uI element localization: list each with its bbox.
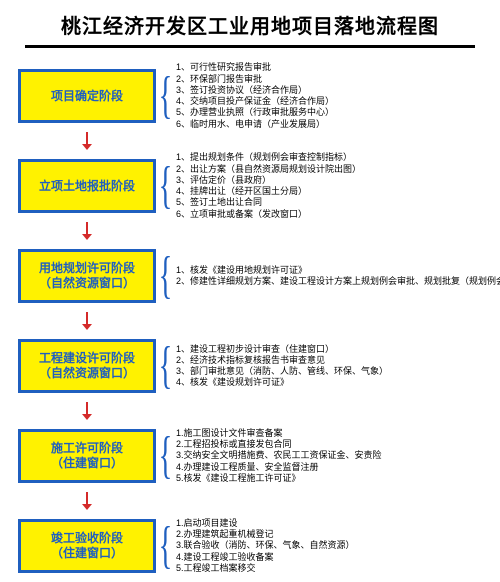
stage-item: 5、签订土地出让合同 (176, 197, 482, 208)
stage-box: 立项土地报批阶段 (18, 159, 156, 213)
stage-label: 项目确定阶段 (51, 89, 123, 104)
stage-box: 竣工验收阶段（住建窗口） (18, 519, 156, 573)
stage-item: 2、经济技术指标复核报告书审查意见 (176, 355, 482, 366)
stage-item: 2.工程招投标或直接发包合同 (176, 439, 482, 450)
brace: { (156, 330, 174, 402)
stage-box: 工程建设许可阶段（自然资源窗口） (18, 339, 156, 393)
stage-items: 1、提出规划条件（规划例会审查控制指标）2、出让方案（县自然资源局规划设计院出图… (174, 152, 482, 220)
brace: { (156, 510, 174, 582)
brace: { (156, 240, 174, 312)
stage-row: 工程建设许可阶段（自然资源窗口）{1、建设工程初步设计审查（住建窗口）2、经济技… (18, 330, 482, 402)
stage-items: 1.施工图设计文件审查备案2.工程招投标或直接发包合同3.交纳安全文明措施费、农… (174, 428, 482, 484)
stage-item: 3、签订投资协议（经济合作局） (176, 85, 482, 96)
stage-item: 4.建设工程竣工验收备案 (176, 552, 482, 563)
flow-arrow (18, 312, 156, 330)
stage-item: 6、立项审批或备案（发改窗口） (176, 209, 482, 220)
stage-item: 4、核发《建设规划许可证》 (176, 377, 482, 388)
stage-item: 1.启动项目建设 (176, 518, 482, 529)
stage-items: 1、可行性研究报告审批2、环保部门报告审批3、签订投资协议（经济合作局）4、交纳… (174, 62, 482, 130)
stage-row: 用地规划许可阶段（自然资源窗口）{1、核发《建设用地规划许可证》2、修建性详细规… (18, 240, 482, 312)
stage-item: 5.工程竣工档案移交 (176, 563, 482, 574)
stage-row: 竣工验收阶段（住建窗口）{1.启动项目建设2.办理建筑起重机械登记3.联合验收（… (18, 510, 482, 582)
stage-item: 2.办理建筑起重机械登记 (176, 529, 482, 540)
brace: { (156, 150, 174, 222)
stage-items: 1.启动项目建设2.办理建筑起重机械登记3.联合验收（消防、环保、气象、自然资源… (174, 518, 482, 574)
stage-item: 4、交纳项目投产保证金（经济合作局） (176, 96, 482, 107)
stage-box: 用地规划许可阶段（自然资源窗口） (18, 249, 156, 303)
flow-arrow (18, 222, 156, 240)
stage-item: 2、环保部门报告审批 (176, 74, 482, 85)
stage-label: （住建窗口） (51, 546, 123, 561)
stage-label: 施工许可阶段 (51, 441, 123, 456)
stage-box: 施工许可阶段（住建窗口） (18, 429, 156, 483)
stage-item: 4、挂牌出让（经开区国土分局） (176, 186, 482, 197)
flow-arrow (18, 492, 156, 510)
stage-item: 1、建设工程初步设计审查（住建窗口） (176, 344, 482, 355)
stage-item: 1、提出规划条件（规划例会审查控制指标） (176, 152, 482, 163)
stage-label: 竣工验收阶段 (51, 531, 123, 546)
brace: { (156, 420, 174, 492)
stage-item: 4.办理建设工程质量、安全监督注册 (176, 462, 482, 473)
stage-item: 5、办理营业执照（行政审批服务中心） (176, 107, 482, 118)
flowchart: 项目确定阶段 {1、可行性研究报告审批2、环保部门报告审批3、签订投资协议（经济合… (0, 60, 500, 582)
stage-item: 6、临时用水、电申请（产业发展局） (176, 119, 482, 130)
stage-item: 3.交纳安全文明措施费、农民工工资保证金、安责险 (176, 450, 482, 461)
stage-items: 1、建设工程初步设计审查（住建窗口）2、经济技术指标复核报告书审查意见3、部门审… (174, 344, 482, 389)
stage-label: 工程建设许可阶段 (39, 351, 135, 366)
stage-item: 1、可行性研究报告审批 (176, 62, 482, 73)
stage-label: 立项土地报批阶段 (39, 179, 135, 194)
stage-item: 3、部门审批意见（消防、人防、管线、环保、气象） (176, 366, 482, 377)
stage-label: 用地规划许可阶段 (39, 261, 135, 276)
stage-label: （自然资源窗口） (39, 276, 135, 291)
flow-arrow (18, 132, 156, 150)
stage-item: 3.联合验收（消防、环保、气象、自然资源） (176, 540, 482, 551)
brace: { (156, 60, 174, 132)
stage-row: 立项土地报批阶段 {1、提出规划条件（规划例会审查控制指标）2、出让方案（县自然资… (18, 150, 482, 222)
stage-item: 1.施工图设计文件审查备案 (176, 428, 482, 439)
page-title: 桃江经济开发区工业用地项目落地流程图 (0, 0, 500, 43)
stage-items: 1、核发《建设用地规划许可证》2、修建性详细规划方案、建设工程设计方案上规划例会… (174, 265, 500, 288)
stage-box: 项目确定阶段 (18, 69, 156, 123)
stage-item: 5.核发《建设工程施工许可证》 (176, 473, 482, 484)
stage-item: 1、核发《建设用地规划许可证》 (176, 265, 500, 276)
flow-arrow (18, 402, 156, 420)
stage-item: 3、评估定价（县政府） (176, 175, 482, 186)
stage-label: （住建窗口） (51, 456, 123, 471)
stage-item: 2、修建性详细规划方案、建设工程设计方案上规划例会审批、规划批复（规划例会审查） (176, 276, 500, 287)
title-underline (25, 45, 475, 48)
stage-label: （自然资源窗口） (39, 366, 135, 381)
stage-row: 项目确定阶段 {1、可行性研究报告审批2、环保部门报告审批3、签订投资协议（经济合… (18, 60, 482, 132)
stage-row: 施工许可阶段（住建窗口）{1.施工图设计文件审查备案2.工程招投标或直接发包合同… (18, 420, 482, 492)
stage-item: 2、出让方案（县自然资源局规划设计院出图） (176, 164, 482, 175)
